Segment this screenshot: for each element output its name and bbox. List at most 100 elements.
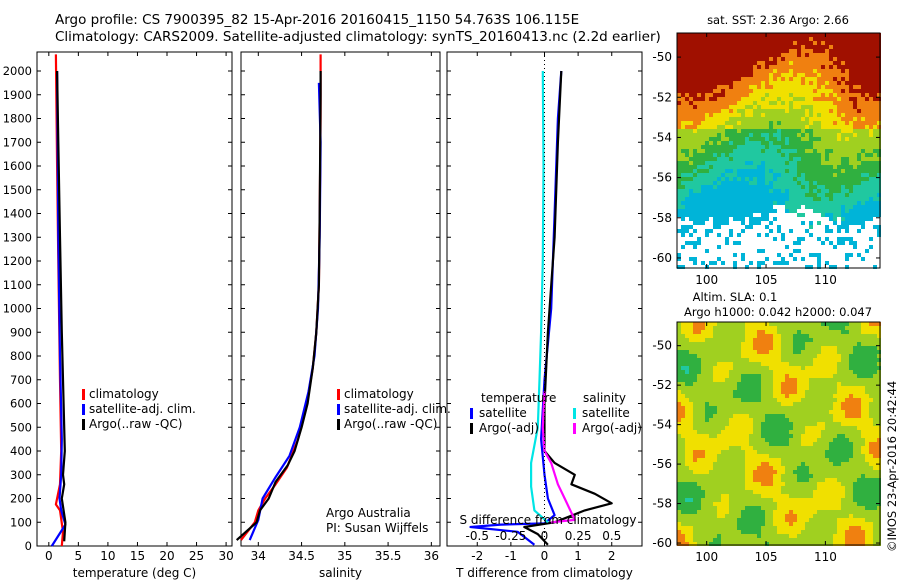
- legend-swatch: [573, 423, 576, 434]
- sst-map-title: sat. SST: 2.36 Argo: 2.66: [707, 13, 849, 27]
- legend-title: salinity: [583, 391, 626, 405]
- map-x-tick-label: 100: [695, 273, 718, 287]
- y-tick-label: 700: [10, 373, 32, 387]
- map-x-tick-label: 105: [755, 273, 778, 287]
- header-line2: Climatology: CARS2009. Satellite-adjuste…: [55, 29, 661, 45]
- series-line: [235, 71, 322, 541]
- y-tick-label: 1600: [3, 159, 32, 173]
- x-axis-label: T difference from climatology: [455, 566, 633, 580]
- x-tick-label: 5: [75, 549, 83, 563]
- map-y-tick-label: -60: [652, 251, 672, 265]
- y-tick-label: 300: [10, 468, 32, 482]
- y-tick-label: 1800: [3, 112, 32, 126]
- y-tick-label: 1500: [3, 183, 32, 197]
- map-y-tick-label: -60: [652, 536, 672, 550]
- y-tick-label: 1700: [3, 135, 32, 149]
- legend-swatch: [337, 389, 340, 400]
- map-y-tick-label: -58: [652, 497, 672, 511]
- plot-frame-2: [240, 51, 441, 547]
- plot-frame-1: [36, 51, 233, 547]
- map-x-tick-label: 110: [814, 273, 837, 287]
- y-tick-label: 1300: [3, 230, 32, 244]
- legend-label: Argo(..raw -QC): [89, 417, 182, 431]
- series-line: [523, 70, 613, 546]
- legend-swatch: [82, 389, 85, 400]
- map-y-tick-label: -52: [652, 378, 672, 392]
- x-tick-label: -2: [471, 549, 483, 563]
- legend-swatch: [337, 419, 340, 430]
- legend-swatch: [82, 419, 85, 430]
- annotation-text: PI: Susan Wijffels: [326, 521, 428, 535]
- sla-map-field: [677, 322, 881, 546]
- y-tick-label: 800: [10, 349, 32, 363]
- legend-label: climatology: [89, 387, 159, 401]
- legend-label: Argo(..raw -QC): [344, 417, 437, 431]
- map-y-tick-label: -58: [652, 211, 672, 225]
- x-tick-label: 35: [337, 549, 352, 563]
- legend-swatch: [82, 404, 85, 415]
- series-line: [541, 391, 576, 524]
- x2-tick-label: 0: [541, 529, 549, 543]
- sla-map-title: Altim. SLA: 0.1: [693, 290, 778, 304]
- y-tick-label: 0: [25, 539, 32, 553]
- y-tick-label: 1900: [3, 88, 32, 102]
- sst-map-frame: [676, 32, 881, 269]
- legend-label: Argo(-adj): [479, 421, 539, 435]
- y-tick-label: 400: [10, 444, 32, 458]
- map-x-tick-label: 110: [814, 550, 837, 564]
- map-y-tick-label: -56: [652, 457, 672, 471]
- y-tick-label: 1200: [3, 254, 32, 268]
- x-tick-label: 0: [541, 549, 549, 563]
- x-tick-label: 2: [608, 549, 616, 563]
- x-tick-label: 0: [45, 549, 53, 563]
- x-tick-label: 10: [100, 549, 115, 563]
- map-y-tick-label: -50: [652, 50, 672, 64]
- legend-label: Argo(-adj): [582, 421, 642, 435]
- x-tick-label: 35.5: [375, 549, 402, 563]
- series-line: [469, 70, 563, 546]
- x-tick-label: 1: [574, 549, 582, 563]
- y-tick-label: 1400: [3, 207, 32, 221]
- map-y-tick-label: -56: [652, 171, 672, 185]
- x-tick-label: -1: [505, 549, 517, 563]
- map-x-tick-label: 105: [755, 550, 778, 564]
- header-line1: Argo profile: CS 7900395_82 15-Apr-2016 …: [55, 12, 580, 28]
- y-tick-label: 1000: [3, 302, 32, 316]
- x2-tick-label: -0.5: [466, 529, 489, 543]
- x2-tick-label: 0.5: [602, 529, 621, 543]
- y-tick-label: 200: [10, 492, 32, 506]
- map-y-tick-label: -52: [652, 90, 672, 104]
- legend-label: climatology: [344, 387, 414, 401]
- y-tick-label: 500: [10, 420, 32, 434]
- series-line: [529, 70, 549, 524]
- legend-title: temperature: [481, 391, 556, 405]
- legend-swatch: [573, 408, 576, 419]
- legend-label: satellite-adj. clim.: [89, 402, 196, 416]
- legend-label: satellite: [479, 406, 527, 420]
- map-y-tick-label: -54: [652, 418, 672, 432]
- x-tick-label: 25: [189, 549, 204, 563]
- y-tick-label: 2000: [3, 64, 32, 78]
- y-tick-label: 600: [10, 397, 32, 411]
- y-tick-label: 1100: [3, 278, 32, 292]
- x-axis-label: temperature (deg C): [73, 566, 196, 580]
- legend-swatch: [470, 423, 473, 434]
- x2-tick-label: 0.25: [565, 529, 592, 543]
- x-axis-label: salinity: [319, 566, 362, 580]
- x-tick-label: 30: [218, 549, 233, 563]
- x-tick-label: 36: [424, 549, 439, 563]
- x2-axis-label: S difference from climatology: [460, 513, 637, 527]
- sla-map-frame: [676, 321, 881, 546]
- map-y-tick-label: -50: [652, 339, 672, 353]
- x2-tick-label: -0.25: [495, 529, 526, 543]
- x-tick-label: 15: [130, 549, 145, 563]
- legend-label: satellite: [582, 406, 630, 420]
- y-tick-label: 900: [10, 325, 32, 339]
- map-y-tick-label: -54: [652, 130, 672, 144]
- y-tick-label: 100: [10, 515, 32, 529]
- x-tick-label: 20: [159, 549, 174, 563]
- sla-map-subtitle: Argo h1000: 0.042 h2000: 0.047: [684, 305, 872, 319]
- series-line: [56, 70, 67, 542]
- sst-map-field: [677, 33, 881, 269]
